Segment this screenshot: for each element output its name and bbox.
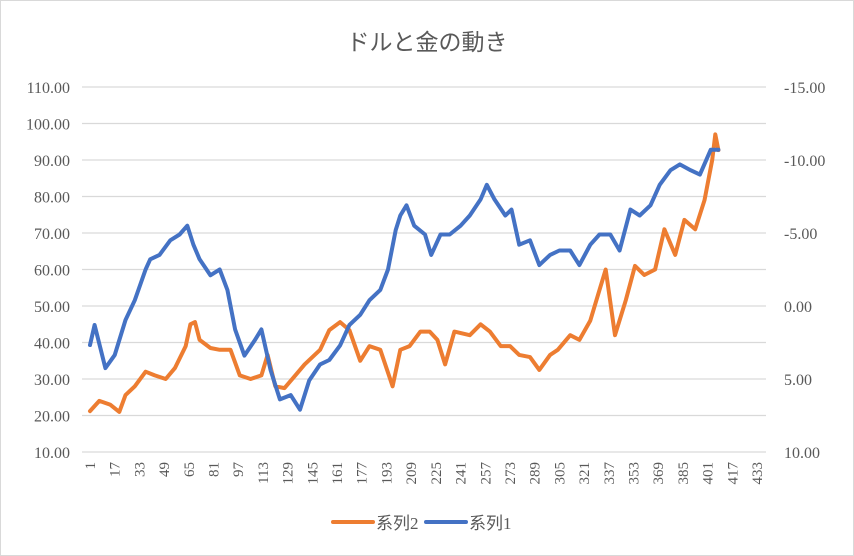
- left-tick-label: 100.00: [26, 117, 70, 134]
- x-tick-label: 113: [256, 462, 272, 484]
- x-tick-label: 33: [132, 462, 148, 477]
- legend-label-series2: 系列2: [376, 514, 419, 533]
- x-tick-label: 433: [750, 462, 766, 485]
- x-tick-label: 385: [676, 462, 692, 485]
- x-tick-label: 305: [552, 462, 568, 485]
- series-line-series2: [88, 132, 721, 414]
- x-tick-label: 273: [503, 462, 519, 485]
- left-tick-label: 70.00: [34, 226, 70, 243]
- x-tick-label: 193: [379, 462, 395, 485]
- left-tick-label: 40.00: [34, 336, 70, 353]
- gridlines: [82, 86, 766, 453]
- left-tick-label: 60.00: [34, 263, 70, 280]
- series-lines: [88, 132, 721, 414]
- right-tick-label: 10.00: [784, 445, 820, 462]
- x-tick-label: 209: [404, 462, 420, 485]
- x-tick-label: 321: [577, 462, 593, 485]
- x-tick-label: 65: [182, 462, 198, 477]
- left-tick-label: 50.00: [34, 299, 70, 316]
- x-tick-label: 369: [651, 462, 667, 485]
- x-tick-label: 145: [305, 462, 321, 485]
- legend-label-series1: 系列1: [469, 514, 512, 533]
- left-tick-label: 30.00: [34, 372, 70, 389]
- left-tick-label: 110.00: [27, 80, 70, 97]
- x-tick-label: 161: [330, 462, 346, 485]
- left-axis-labels: 10.00 20.00 30.00 40.00 50.00 60.00 70.00 80.00…: [26, 80, 70, 462]
- x-tick-label: 97: [231, 462, 247, 478]
- x-tick-label: 337: [602, 462, 618, 485]
- x-tick-label: 129: [281, 462, 297, 485]
- x-tick-label: 81: [207, 462, 223, 477]
- right-tick-label: 5.00: [784, 372, 812, 389]
- left-tick-label: 80.00: [34, 190, 70, 207]
- x-tick-label: 225: [429, 462, 445, 485]
- left-tick-label: 90.00: [34, 153, 70, 170]
- right-tick-label: -10.00: [784, 153, 825, 170]
- chart-title: ドルと金の動き: [347, 30, 508, 55]
- x-tick-label: 417: [725, 462, 741, 485]
- x-tick-label: 401: [701, 462, 717, 485]
- x-tick-label: 289: [528, 462, 544, 485]
- x-tick-label: 241: [454, 462, 470, 485]
- series-line-series1: [88, 147, 721, 412]
- legend: 系列2 系列1: [331, 514, 512, 533]
- x-tick-label: 17: [108, 462, 124, 478]
- left-tick-label: 10.00: [34, 445, 70, 462]
- right-tick-label: 0.00: [784, 299, 812, 316]
- right-tick-label: -5.00: [784, 226, 817, 243]
- right-tick-label: -15.00: [784, 80, 825, 97]
- right-axis-labels: -15.00 -10.00 -5.00 0.00 5.00 10.00: [784, 80, 825, 462]
- x-tick-label: 1: [83, 462, 99, 470]
- x-tick-label: 49: [157, 462, 173, 477]
- left-tick-label: 20.00: [34, 409, 70, 426]
- x-tick-label: 353: [626, 462, 642, 485]
- x-tick-label: 177: [355, 462, 371, 485]
- x-tick-label: 257: [478, 462, 494, 485]
- x-axis-labels: 1 17 33 49 65 81 97 113 129 145 161 177 193 209 225 241…: [83, 462, 766, 485]
